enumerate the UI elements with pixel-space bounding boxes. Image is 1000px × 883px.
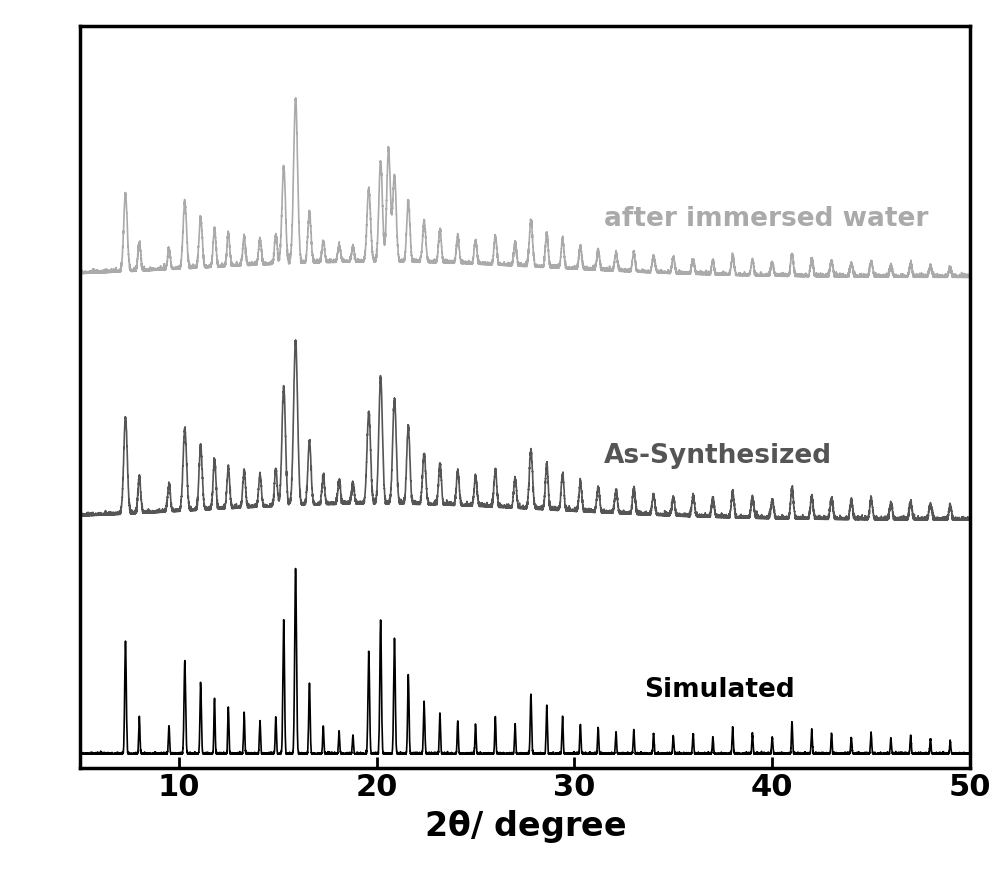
- Text: Simulated: Simulated: [644, 677, 794, 703]
- X-axis label: $\mathbf{2\theta}$/ degree: $\mathbf{2\theta}$/ degree: [424, 808, 626, 845]
- Text: As-Synthesized: As-Synthesized: [604, 443, 832, 469]
- Text: after immersed water: after immersed water: [604, 207, 928, 232]
